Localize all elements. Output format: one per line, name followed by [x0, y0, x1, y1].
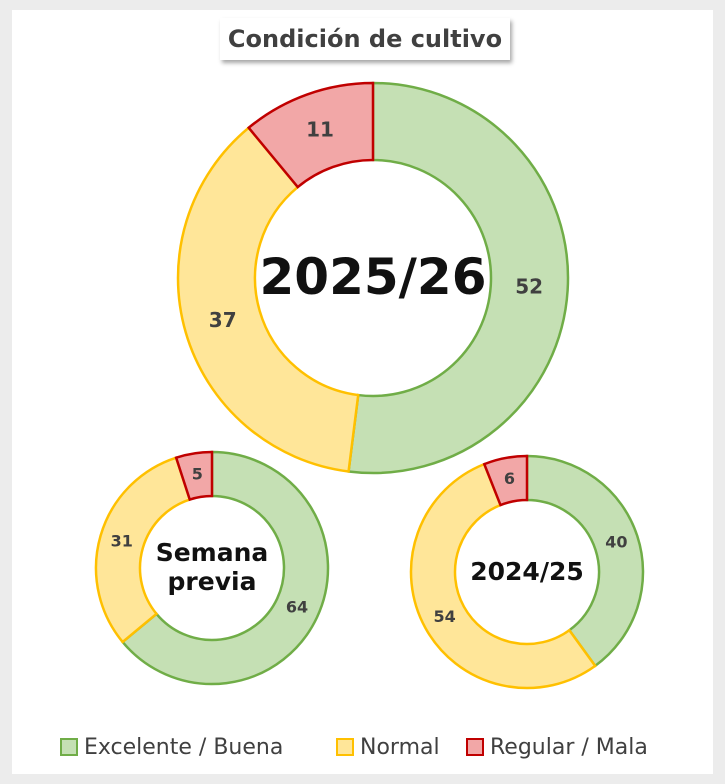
donut-segment	[174, 450, 214, 502]
legend-item: Regular / Mala	[466, 730, 648, 764]
donut-segment	[120, 450, 330, 686]
legend-label: Regular / Mala	[490, 734, 648, 760]
data-label: 37	[209, 308, 237, 332]
legend-label: Excelente / Buena	[84, 734, 284, 760]
legend-label: Normal	[360, 734, 440, 760]
data-label: 54	[433, 607, 455, 626]
donut-segment	[246, 81, 375, 189]
legend-swatch	[60, 738, 78, 756]
donut-segment	[482, 454, 529, 507]
legend-swatch	[466, 738, 484, 756]
data-label: 40	[605, 532, 627, 551]
center-label: 2025/26	[259, 248, 487, 307]
data-label: 52	[515, 274, 543, 298]
center-label: Semana previa	[155, 538, 269, 596]
legend: Excelente / Buena Normal Regular / Mala	[0, 730, 725, 764]
data-label: 11	[306, 117, 334, 141]
legend-swatch	[336, 738, 354, 756]
donut-segment	[409, 462, 597, 690]
data-label: 64	[286, 598, 308, 617]
center-label: 2024/25	[470, 556, 584, 586]
donut-segment	[176, 125, 360, 473]
chart-title: Condición de cultivo	[220, 18, 510, 60]
data-label: 5	[192, 465, 203, 484]
legend-item: Excelente / Buena	[60, 730, 283, 764]
donut-segment	[347, 81, 570, 475]
donut-segment	[525, 454, 645, 668]
donut-segment	[94, 456, 192, 644]
data-label: 31	[111, 531, 133, 550]
data-label: 6	[504, 469, 515, 488]
legend-item: Normal	[336, 730, 440, 764]
